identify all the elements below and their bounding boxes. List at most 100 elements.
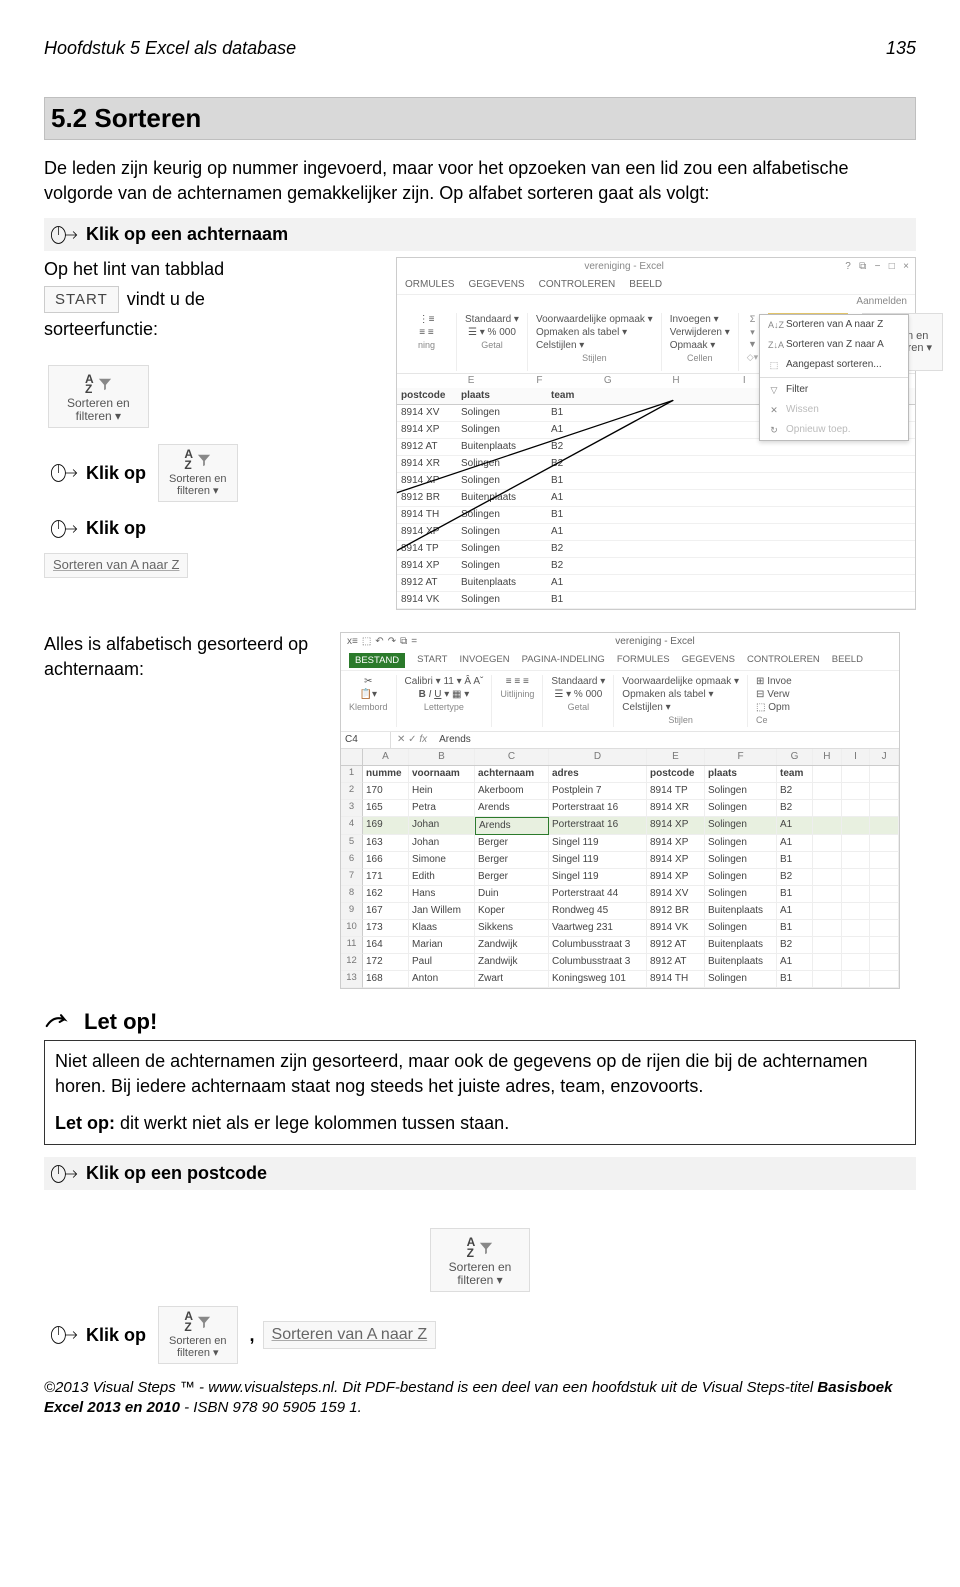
formula-bar[interactable]: C4 ✕ ✓ fx Arends [341, 732, 899, 749]
cell[interactable]: Porterstraat 16 [549, 800, 647, 817]
col-letter[interactable]: B [409, 749, 475, 765]
cell[interactable]: A1 [777, 954, 813, 971]
klem-items[interactable]: ✂ 📋▾ [349, 675, 388, 701]
row-header[interactable]: 1 [341, 766, 363, 783]
ribbon-tab[interactable]: INVOEGEN [459, 653, 509, 668]
table-row[interactable]: 8914 XPSolingenB1 [397, 473, 915, 490]
cell[interactable]: Solingen [457, 473, 547, 489]
cell[interactable]: Zandwijk [475, 954, 549, 971]
row-header[interactable]: 4 [341, 817, 363, 835]
sort-az-menu-badge[interactable]: Sorteren van A naar Z [44, 553, 188, 577]
ribbon-tab[interactable]: BEELD [629, 278, 662, 292]
cell[interactable]: B2 [547, 439, 587, 455]
cell[interactable]: Arends [475, 817, 549, 835]
cell[interactable]: Simone [409, 852, 475, 869]
sort-az-link-bottom[interactable]: Sorteren van A naar Z [263, 1321, 437, 1349]
cell[interactable]: B2 [777, 800, 813, 817]
cell[interactable]: 8914 XR [397, 456, 457, 472]
col-letter[interactable]: J [870, 749, 899, 765]
ribbon-tab[interactable]: GEGEVENS [682, 653, 735, 668]
header-cell[interactable]: postcode [647, 766, 705, 783]
signin-link[interactable]: Aanmelden [397, 295, 915, 309]
ribbon-tabs[interactable]: ORMULESGEGEVENSCONTROLERENBEELD [397, 276, 915, 295]
table-row[interactable]: 6166SimoneBergerSingel 1198914 XPSolinge… [341, 852, 899, 869]
row-header[interactable]: 12 [341, 954, 363, 971]
cell[interactable]: A1 [547, 575, 587, 591]
cell[interactable]: 8914 XP [647, 817, 705, 835]
cell[interactable]: Buitenplaats [457, 490, 547, 506]
cell[interactable]: 8912 BR [647, 903, 705, 920]
cell[interactable]: Singel 119 [549, 835, 647, 852]
cell[interactable]: 8914 VK [397, 592, 457, 608]
ribbon-tab[interactable]: BEELD [832, 653, 863, 668]
header-cell[interactable]: team [777, 766, 813, 783]
cell[interactable]: 168 [363, 971, 409, 988]
cell[interactable]: Koningsweg 101 [549, 971, 647, 988]
table-row[interactable]: 11164MarianZandwijkColumbusstraat 38912 … [341, 937, 899, 954]
verw[interactable]: Verw [767, 689, 789, 700]
table-row[interactable]: 8914 XRSolingenB2 [397, 456, 915, 473]
cell[interactable]: 8914 XP [397, 422, 457, 438]
cell[interactable]: Solingen [705, 886, 777, 903]
cell[interactable]: Solingen [705, 852, 777, 869]
cell[interactable]: Solingen [457, 592, 547, 608]
table-row[interactable]: 8914 TPSolingenB2 [397, 541, 915, 558]
invoe[interactable]: Invoe [767, 676, 791, 687]
getal-items-2[interactable]: Standaard ▾ ☰ ▾ % 000 [551, 675, 605, 701]
col-letter[interactable]: G [777, 749, 813, 765]
cell[interactable]: 8914 XP [647, 835, 705, 852]
cell[interactable]: B2 [777, 869, 813, 886]
ribbon-tab[interactable]: CONTROLEREN [539, 278, 616, 292]
excel2-grid[interactable]: ABCDEFGHIJ1nummevoornaamachternaamadresp… [341, 749, 899, 988]
ribbon-tab[interactable]: FORMULES [617, 653, 670, 668]
sort-filter-icon-bottom[interactable]: AZ Sorteren en filteren ▾ [158, 1306, 237, 1364]
header-cell[interactable]: plaats [705, 766, 777, 783]
cell[interactable]: 8912 AT [397, 439, 457, 455]
cell[interactable]: Zandwijk [475, 937, 549, 954]
cell[interactable]: Buitenplaats [457, 439, 547, 455]
table-row[interactable]: 3165PetraArendsPorterstraat 168914 XRSol… [341, 800, 899, 817]
cell[interactable]: Porterstraat 16 [549, 817, 647, 835]
cell[interactable]: A1 [547, 524, 587, 540]
cell[interactable]: B1 [547, 405, 587, 421]
row-header[interactable]: 10 [341, 920, 363, 937]
ribbon-tab[interactable]: CONTROLEREN [747, 653, 820, 668]
cell[interactable]: Vaartweg 231 [549, 920, 647, 937]
table-row[interactable]: 8914 XPSolingenA1 [397, 524, 915, 541]
header-cell[interactable]: achternaam [475, 766, 549, 783]
cell[interactable]: A1 [777, 903, 813, 920]
cell[interactable]: Petra [409, 800, 475, 817]
row-header[interactable]: 13 [341, 971, 363, 988]
ribbon-tab[interactable]: GEGEVENS [468, 278, 524, 292]
cell[interactable]: B2 [547, 558, 587, 574]
cell[interactable]: 8914 XP [397, 558, 457, 574]
table-row[interactable]: 4169JohanArendsPorterstraat 168914 XPSol… [341, 817, 899, 835]
menu-sort-custom[interactable]: ⬚Aangepast sorteren... [760, 355, 908, 375]
cell[interactable]: 8914 XP [397, 473, 457, 489]
row-header[interactable]: 2 [341, 783, 363, 800]
cell[interactable]: 8914 XR [647, 800, 705, 817]
cell[interactable]: 162 [363, 886, 409, 903]
cell[interactable]: Edith [409, 869, 475, 886]
cell[interactable]: Hans [409, 886, 475, 903]
cell[interactable]: B1 [547, 473, 587, 489]
menu-sort-za[interactable]: Z↓ASorteren van Z naar A [760, 335, 908, 355]
cell[interactable]: Solingen [705, 971, 777, 988]
cell[interactable]: A1 [777, 817, 813, 835]
header-cell[interactable]: adres [549, 766, 647, 783]
cell[interactable]: Johan [409, 817, 475, 835]
table-row[interactable]: 8914 THSolingenB1 [397, 507, 915, 524]
cell[interactable]: 8914 TH [647, 971, 705, 988]
cell[interactable]: B2 [777, 783, 813, 800]
cell[interactable]: B1 [547, 507, 587, 523]
cell[interactable]: 164 [363, 937, 409, 954]
col-letter[interactable]: I [842, 749, 871, 765]
cell[interactable]: B1 [547, 592, 587, 608]
cell[interactable]: 8914 XV [647, 886, 705, 903]
table-row[interactable]: 2170HeinAkerboomPostplein 78914 TPSoling… [341, 783, 899, 800]
cell[interactable]: Berger [475, 835, 549, 852]
cell[interactable]: Buitenplaats [457, 575, 547, 591]
table-row[interactable]: 8914 VKSolingenB1 [397, 592, 915, 609]
ribbon-tab[interactable]: START [417, 653, 447, 668]
cell[interactable]: Solingen [705, 920, 777, 937]
